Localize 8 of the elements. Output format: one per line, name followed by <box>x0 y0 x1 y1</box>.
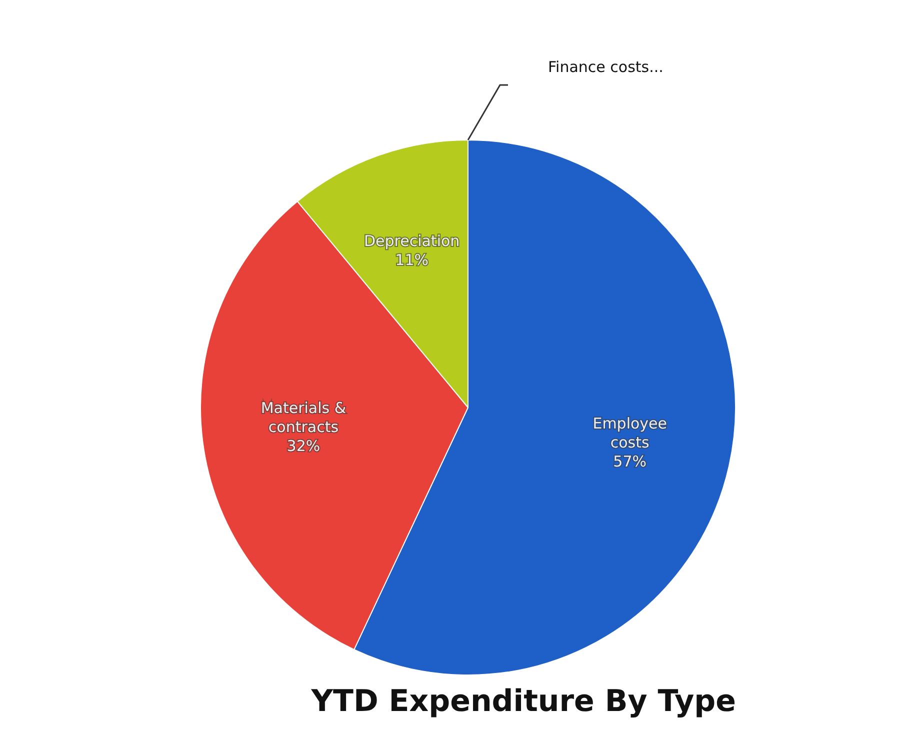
data-label: 57% <box>613 452 647 471</box>
text: YTD Expenditure By Type <box>310 684 736 719</box>
category-label: Finance costs... <box>548 58 664 76</box>
data-label: 11% <box>395 250 428 269</box>
slice-label: Materials & contracts <box>260 399 346 436</box>
slice-label: Depreciation <box>364 232 460 250</box>
data-label: 32% <box>286 437 320 456</box>
slice-label: Employee costs <box>592 414 668 452</box>
